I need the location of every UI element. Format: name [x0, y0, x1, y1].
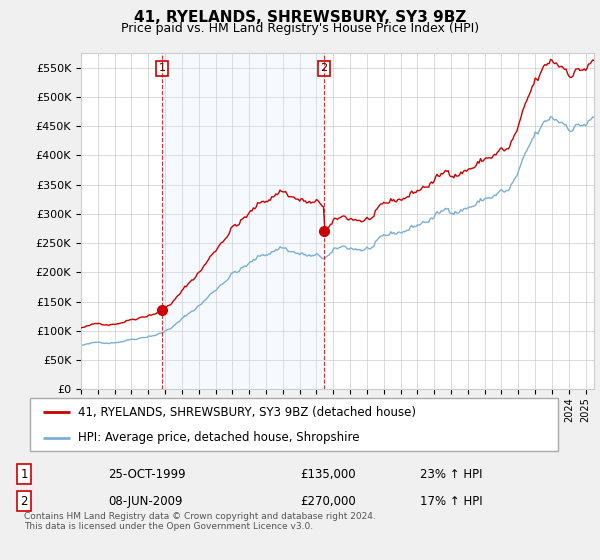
Text: 1: 1 [20, 468, 28, 481]
Text: 41, RYELANDS, SHREWSBURY, SY3 9BZ: 41, RYELANDS, SHREWSBURY, SY3 9BZ [134, 10, 466, 25]
Text: 25-OCT-1999: 25-OCT-1999 [108, 468, 185, 481]
Text: 17% ↑ HPI: 17% ↑ HPI [420, 494, 482, 507]
Text: Contains HM Land Registry data © Crown copyright and database right 2024.
This d: Contains HM Land Registry data © Crown c… [24, 512, 376, 531]
Text: £270,000: £270,000 [300, 494, 356, 507]
FancyBboxPatch shape [30, 398, 558, 451]
Text: 08-JUN-2009: 08-JUN-2009 [108, 494, 182, 507]
Bar [162, 53, 324, 389]
Text: £135,000: £135,000 [300, 468, 356, 481]
Text: 1: 1 [158, 63, 166, 73]
Text: 41, RYELANDS, SHREWSBURY, SY3 9BZ (detached house): 41, RYELANDS, SHREWSBURY, SY3 9BZ (detac… [77, 406, 416, 419]
Text: 2: 2 [20, 494, 28, 507]
Text: 23% ↑ HPI: 23% ↑ HPI [420, 468, 482, 481]
Text: HPI: Average price, detached house, Shropshire: HPI: Average price, detached house, Shro… [77, 431, 359, 444]
Text: 2: 2 [320, 63, 328, 73]
Text: Price paid vs. HM Land Registry's House Price Index (HPI): Price paid vs. HM Land Registry's House … [121, 22, 479, 35]
